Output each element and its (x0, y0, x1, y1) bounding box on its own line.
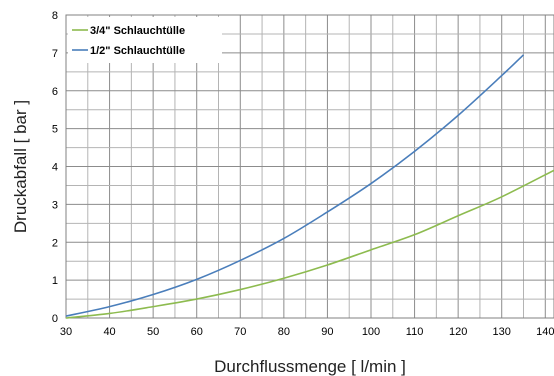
y-tick-label: 2 (52, 237, 58, 249)
y-tick-label: 7 (52, 48, 58, 60)
x-tick-label: 80 (278, 326, 290, 338)
x-tick-label: 120 (449, 326, 467, 338)
y-tick-labels: 0 1 2 3 4 5 6 7 8 (52, 10, 58, 325)
x-tick-label: 70 (234, 326, 246, 338)
x-tick-labels: 30 40 50 60 70 80 90 100 110 120 130 140 (60, 326, 554, 338)
y-tick-label: 0 (52, 313, 58, 325)
x-axis-title: Durchflussmenge [ l/min ] (214, 357, 406, 376)
y-tick-label: 1 (52, 275, 58, 287)
legend-entry: 1/2" Schlauchtülle (90, 45, 185, 57)
x-tick-label: 130 (493, 326, 511, 338)
y-tick-label: 4 (52, 162, 58, 174)
y-tick-label: 6 (52, 86, 58, 98)
x-tick-label: 140 (536, 326, 554, 338)
grid (65, 14, 554, 319)
x-tick-label: 50 (147, 326, 159, 338)
x-tick-label: 30 (60, 326, 72, 338)
x-tick-label: 100 (362, 326, 380, 338)
x-tick-label: 110 (406, 326, 424, 338)
legend: 3/4" Schlauchtülle 1/2" Schlauchtülle (68, 17, 222, 63)
y-tick-label: 5 (52, 124, 58, 136)
plot-frame (65, 14, 554, 319)
series-line (65, 169, 554, 319)
x-tick-label: 60 (191, 326, 203, 338)
y-tick-label: 8 (52, 10, 58, 22)
legend-entry: 3/4" Schlauchtülle (90, 25, 185, 37)
series-layer (65, 54, 554, 319)
series-line (65, 54, 525, 317)
x-tick-label: 90 (321, 326, 333, 338)
y-axis-title: Druckabfall [ bar ] (11, 100, 30, 233)
y-tick-label: 3 (52, 199, 58, 211)
x-tick-label: 40 (103, 326, 115, 338)
legend-background (68, 17, 222, 63)
